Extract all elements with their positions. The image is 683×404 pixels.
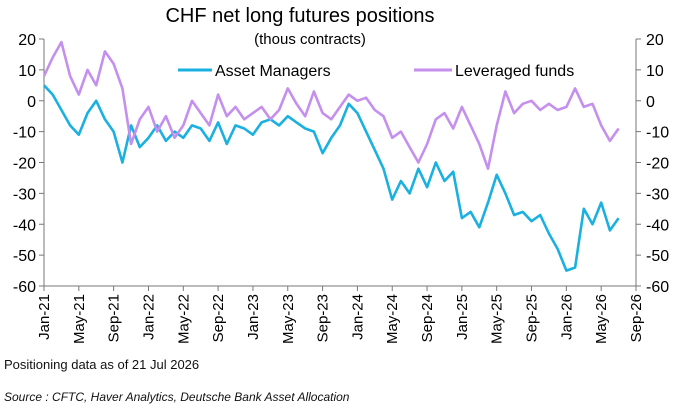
y-tick-label-right: 20 <box>646 32 664 49</box>
legend-label-asset-managers: Asset Managers <box>215 63 331 80</box>
y-tick-label: -40 <box>13 217 36 234</box>
x-tick-label: Jan-21 <box>36 294 53 340</box>
chart-subtitle: (thous contracts) <box>254 31 366 48</box>
x-tick-label: Jan-25 <box>454 294 471 340</box>
y-tick-label: 0 <box>27 94 36 111</box>
y-tick-label-right: -10 <box>646 125 669 142</box>
x-tick-label: Sep-26 <box>628 294 645 342</box>
series-line-asset-managers <box>43 84 620 272</box>
x-tick-label: Sep-23 <box>315 294 332 342</box>
y-tick-label-right: -20 <box>646 156 669 173</box>
y-tick-label-right: -60 <box>646 279 669 296</box>
series-layer <box>42 40 620 272</box>
x-tick-label: Jan-23 <box>245 294 262 340</box>
data-note: Positioning data as of 21 Jul 2026 <box>4 357 200 372</box>
x-tick-label: Sep-21 <box>106 294 123 342</box>
y-tick-label-right: 0 <box>646 94 655 111</box>
x-tick-label: May-22 <box>175 294 192 344</box>
y-tick-label-right: -50 <box>646 248 669 265</box>
legend: Asset Managers Leveraged funds <box>178 63 574 80</box>
y-axis-right: 20 10 0 -10 -20 -30 -40 -50 -60 <box>636 32 669 296</box>
x-tick-label: Jan-22 <box>140 294 157 340</box>
chart-title: CHF net long futures positions <box>165 5 434 27</box>
x-tick-label: May-21 <box>71 294 88 344</box>
y-tick-label: -20 <box>13 156 36 173</box>
y-tick-label-right: -40 <box>646 217 669 234</box>
y-tick-label: -60 <box>13 279 36 296</box>
source-note: Source : CFTC, Haver Analytics, Deutsche… <box>4 390 350 404</box>
x-tick-label: Sep-24 <box>419 294 436 342</box>
x-tick-label: Jan-24 <box>349 294 366 340</box>
y-tick-label: -10 <box>13 125 36 142</box>
x-tick-label: Sep-25 <box>524 294 541 342</box>
y-tick-label: 10 <box>18 63 36 80</box>
y-tick-label: 20 <box>18 32 36 49</box>
x-tick-label: Sep-22 <box>210 294 227 342</box>
y-tick-label: -50 <box>13 248 36 265</box>
y-tick-label: -30 <box>13 186 36 203</box>
legend-label-leveraged-funds: Leveraged funds <box>455 63 574 80</box>
x-axis: Jan-21 May-21 Sep-21 Jan-22 May-22 Sep-22 Jan-… <box>36 286 645 344</box>
series-line-leveraged-funds <box>42 40 620 170</box>
x-tick-label: May-25 <box>489 294 506 344</box>
x-tick-label: May-24 <box>384 294 401 344</box>
x-tick-label: May-23 <box>280 294 297 344</box>
x-tick-label: Jan-26 <box>558 294 575 340</box>
x-tick-label: May-26 <box>593 294 610 344</box>
chart-canvas: CHF net long futures positions (thous co… <box>13 5 669 344</box>
y-axis-left: 20 10 0 -10 -20 -30 -40 -50 -60 <box>13 32 44 296</box>
y-tick-label-right: -30 <box>646 186 669 203</box>
y-tick-label-right: 10 <box>646 63 664 80</box>
